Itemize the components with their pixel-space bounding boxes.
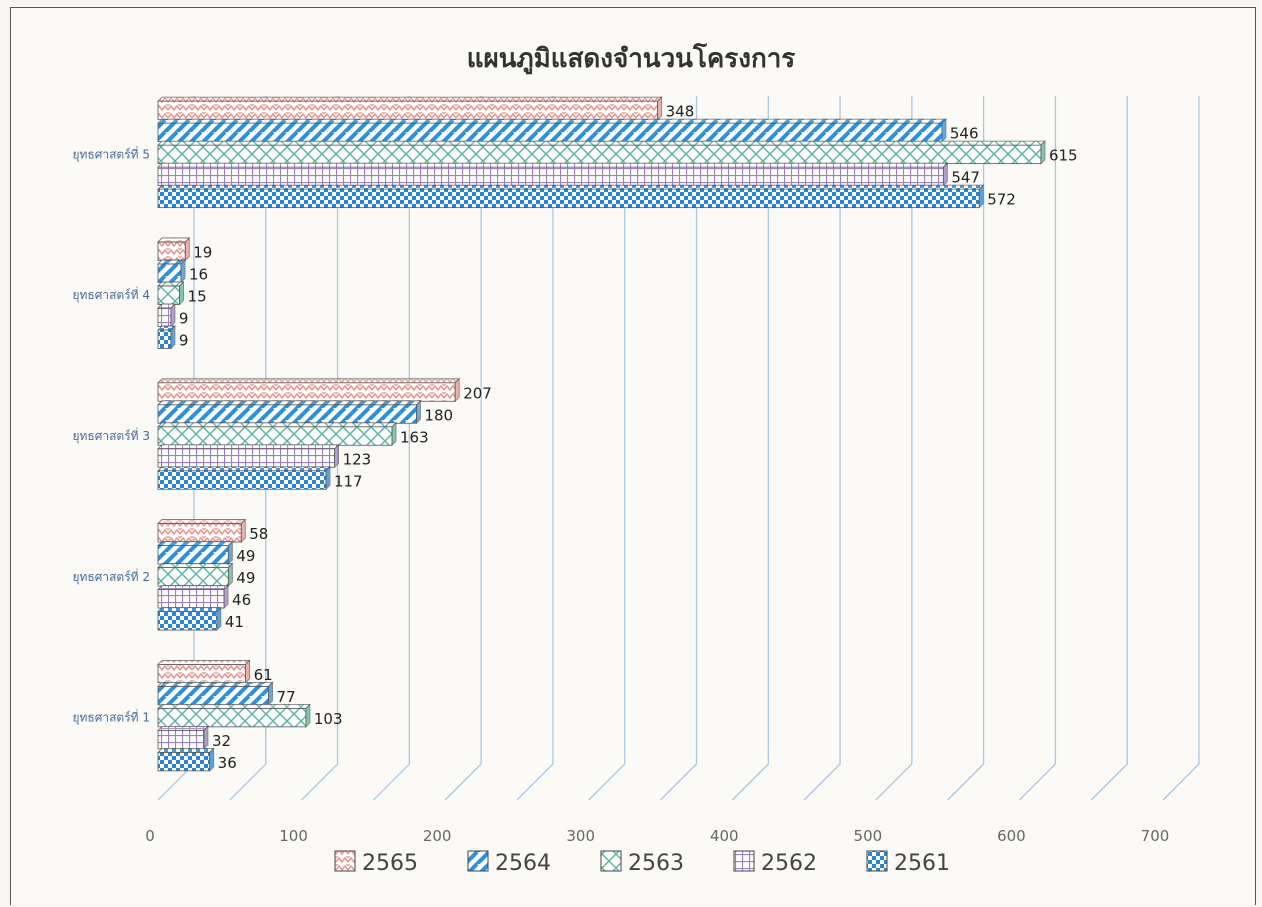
x-tick-label: 300 (566, 827, 595, 845)
bar (157, 659, 251, 684)
bar (157, 162, 949, 187)
legend-label: 2562 (761, 851, 817, 876)
gridline (229, 96, 267, 801)
gridline (875, 96, 913, 801)
bar (157, 377, 461, 403)
y-category-label: ยุทธศาสตร์ที่ 3 (72, 427, 150, 444)
x-tick-label: 100 (279, 827, 308, 845)
bar (157, 236, 191, 262)
x-tick-label: 200 (423, 827, 452, 845)
gridline (372, 96, 411, 801)
data-label: 103 (314, 710, 343, 728)
bar (157, 518, 247, 544)
bar (157, 324, 176, 350)
data-label: 572 (987, 191, 1016, 209)
y-category-label: ยุทธศาสตร์ที่ 1 (72, 709, 150, 726)
legend-label: 2565 (362, 851, 418, 876)
bar (157, 606, 222, 632)
data-label: 19 (193, 243, 212, 261)
x-tick-label: 0 (145, 827, 155, 845)
gridline (588, 96, 626, 801)
data-label: 46 (232, 591, 251, 609)
data-label: 41 (225, 613, 244, 631)
data-label: 9 (179, 309, 189, 327)
data-label: 207 (463, 384, 492, 402)
legend: 2565 2564 2563 2562 2561 (334, 850, 950, 876)
gridline (660, 96, 698, 801)
gridline (516, 96, 554, 801)
gridline (444, 96, 482, 801)
gridline (731, 96, 769, 801)
x-tick-label: 500 (854, 827, 883, 845)
legend-label: 2564 (495, 851, 551, 876)
data-label: 9 (179, 331, 189, 349)
legend-label: 2561 (894, 851, 950, 876)
x-tick-label: 700 (1141, 827, 1170, 845)
bar (157, 681, 274, 706)
data-label: 58 (249, 525, 268, 543)
data-label: 32 (212, 732, 231, 750)
bar (157, 184, 985, 209)
data-label: 123 (343, 450, 372, 468)
gridline (803, 96, 841, 801)
bar (157, 540, 234, 566)
bar (157, 584, 230, 610)
gridline (1162, 96, 1200, 801)
bar (157, 747, 215, 772)
data-label: 77 (277, 688, 296, 706)
bar (157, 562, 234, 588)
bars (157, 96, 1046, 772)
x-tick-label: 600 (997, 827, 1026, 845)
data-label: 547 (951, 169, 980, 187)
x-axis: 0 100 200 300 400 500 600 700 (145, 827, 1169, 845)
bar (157, 421, 397, 447)
data-label: 49 (236, 569, 255, 587)
data-label: 180 (424, 406, 453, 424)
bar (157, 465, 331, 491)
x-tick-label: 400 (710, 827, 739, 845)
data-label: 117 (334, 472, 363, 490)
data-label: 546 (950, 125, 979, 143)
bar (157, 399, 422, 425)
y-category-label: ยุทธศาสตร์ที่ 5 (72, 145, 150, 162)
bar (157, 280, 185, 306)
bar (157, 443, 340, 469)
gridlines (157, 96, 1200, 801)
bar (157, 302, 176, 328)
data-label: 348 (666, 103, 695, 121)
data-label: 61 (254, 666, 273, 684)
bar (157, 140, 1046, 165)
data-label: 16 (189, 265, 208, 283)
gridline (947, 96, 985, 801)
gridline (1090, 96, 1128, 801)
y-category-label: ยุทธศาสตร์ที่ 2 (72, 568, 150, 585)
bar (157, 703, 311, 728)
y-axis-category-labels: ยุทธศาสตร์ที่ 1 ยุทธศาสตร์ที่ 2 ยุทธศาสตร์… (72, 145, 150, 725)
chart-title: แผนภูมิแสดงจำนวนโครงการ (466, 44, 796, 74)
y-category-label: ยุทธศาสตร์ที่ 4 (72, 286, 150, 303)
data-label: 163 (400, 428, 429, 446)
data-label: 615 (1049, 147, 1078, 165)
data-label: 49 (236, 547, 255, 565)
bar (157, 118, 947, 143)
bar (157, 96, 663, 121)
legend-swatch (733, 850, 755, 872)
legend-swatch (600, 850, 622, 872)
legend-swatch (866, 850, 888, 872)
bar (157, 725, 209, 750)
data-label: 36 (218, 754, 237, 772)
bar (157, 258, 186, 284)
legend-swatch (334, 850, 356, 872)
legend-swatch (467, 850, 489, 872)
gridline (301, 96, 339, 801)
legend-label: 2563 (628, 851, 684, 876)
data-label: 15 (188, 287, 207, 305)
gridline (1018, 96, 1057, 801)
